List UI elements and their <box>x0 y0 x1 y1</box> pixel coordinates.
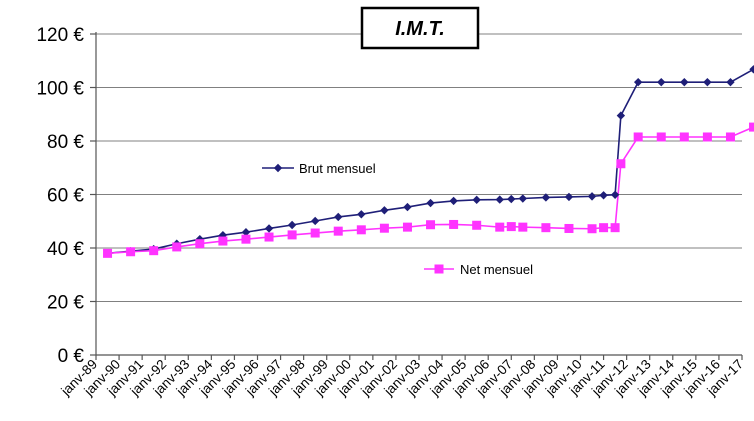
data-point-net <box>725 132 735 142</box>
data-point-net <box>195 239 205 249</box>
data-point-brut <box>403 202 412 212</box>
legend-label-net: Net mensuel <box>460 262 533 277</box>
data-point-net <box>287 230 297 240</box>
data-point-net <box>310 228 320 238</box>
data-point-net <box>103 248 113 258</box>
data-point-brut <box>380 206 389 215</box>
data-point-net <box>172 242 182 252</box>
legend-diamond-marker <box>273 163 283 173</box>
data-point-brut <box>449 196 458 206</box>
axes <box>90 32 743 360</box>
data-point-net <box>379 223 389 233</box>
data-point-brut <box>241 228 251 237</box>
chart-title: I.M.T. <box>395 18 445 40</box>
data-point-brut <box>334 212 343 222</box>
data-point-net <box>564 223 574 233</box>
series-line-brut <box>107 68 754 255</box>
y-tick-label: 40 € <box>47 239 84 260</box>
data-point-brut <box>610 190 620 199</box>
y-tick-label: 100 € <box>36 79 84 100</box>
data-point-net <box>506 222 516 232</box>
data-point-brut <box>749 65 754 74</box>
data-point-net <box>472 220 482 230</box>
y-tick-label: 120 € <box>36 25 84 46</box>
data-point-net <box>495 222 505 232</box>
legend-brut: Brut mensuel <box>262 161 376 176</box>
data-point-net <box>264 232 274 242</box>
y-tick-label: 80 € <box>47 132 84 153</box>
data-point-brut <box>633 77 643 87</box>
data-point-brut <box>310 216 320 226</box>
data-point-brut <box>703 77 712 87</box>
y-tick-labels: 0 € 20 € 40 € 60 € 80 € 100 € 120 € <box>36 25 84 367</box>
series-markers <box>103 65 754 258</box>
data-point-net <box>702 132 712 142</box>
data-point-brut <box>264 224 274 233</box>
data-point-brut <box>587 192 597 201</box>
data-point-net <box>599 223 609 233</box>
data-point-net <box>449 219 459 229</box>
data-point-net <box>241 234 251 244</box>
data-point-net <box>426 220 436 230</box>
data-point-brut <box>287 220 297 230</box>
series-line-net <box>107 126 754 255</box>
data-point-net <box>656 132 666 142</box>
gridlines <box>96 33 742 302</box>
y-tick-label: 20 € <box>47 293 84 314</box>
data-point-brut <box>426 198 435 208</box>
data-point-brut <box>357 210 366 219</box>
y-tick-label: 60 € <box>47 186 84 207</box>
data-point-net <box>149 246 159 256</box>
data-point-brut <box>495 195 504 204</box>
data-point-net <box>587 224 597 234</box>
data-point-brut <box>541 193 551 202</box>
data-point-net <box>333 226 343 236</box>
data-point-net <box>616 159 626 169</box>
data-point-brut <box>599 191 608 200</box>
data-point-net <box>541 223 551 233</box>
data-point-brut <box>616 111 626 120</box>
chart-title-box: I.M.T. <box>360 6 480 50</box>
data-point-brut <box>564 192 574 202</box>
legend-label-brut: Brut mensuel <box>299 161 376 176</box>
data-point-brut <box>507 194 516 204</box>
legend-net: Net mensuel <box>424 262 533 277</box>
data-point-net <box>749 122 754 132</box>
data-point-brut <box>472 195 481 205</box>
data-point-net <box>610 223 620 233</box>
data-point-brut <box>518 194 528 203</box>
data-point-brut <box>218 230 228 240</box>
x-tick-labels: janv-89janv-90janv-91janv-92janv-93janv-… <box>57 356 746 399</box>
legend-square-marker <box>434 264 444 274</box>
data-point-net <box>402 222 412 232</box>
data-point-brut <box>726 77 735 87</box>
data-point-net <box>218 236 228 246</box>
data-point-net <box>679 132 689 142</box>
data-point-brut <box>657 77 666 87</box>
data-point-net <box>518 222 528 232</box>
data-point-net <box>356 225 366 235</box>
data-point-net <box>126 247 136 257</box>
y-tick-label: 0 € <box>58 346 85 367</box>
data-point-brut <box>680 77 689 87</box>
data-point-net <box>633 132 643 142</box>
